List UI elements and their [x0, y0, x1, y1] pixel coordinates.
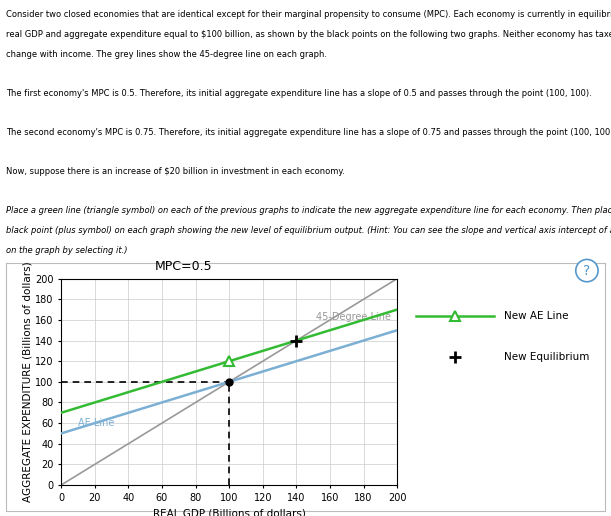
- Text: change with income. The grey lines show the 45-degree line on each graph.: change with income. The grey lines show …: [6, 50, 327, 58]
- Text: AE Line: AE Line: [78, 418, 114, 428]
- Y-axis label: AGGREGATE EXPENDITURE (Billions of dollars): AGGREGATE EXPENDITURE (Billions of dolla…: [22, 262, 32, 502]
- Text: The second economy's MPC is 0.75. Therefore, its initial aggregate expenditure l: The second economy's MPC is 0.75. Theref…: [6, 128, 611, 137]
- Text: Now, suppose there is an increase of $20 billion in investment in each economy.: Now, suppose there is an increase of $20…: [6, 167, 345, 176]
- Text: Consider two closed economies that are identical except for their marginal prope: Consider two closed economies that are i…: [6, 10, 611, 19]
- Text: MPC=0.5: MPC=0.5: [155, 260, 213, 273]
- Text: black point (plus symbol) on each graph showing the new level of equilibrium out: black point (plus symbol) on each graph …: [6, 226, 611, 235]
- Text: The first economy's MPC is 0.5. Therefore, its initial aggregate expenditure lin: The first economy's MPC is 0.5. Therefor…: [6, 89, 592, 98]
- Text: New Equilibrium: New Equilibrium: [504, 352, 590, 362]
- Text: real GDP and aggregate expenditure equal to $100 billion, as shown by the black : real GDP and aggregate expenditure equal…: [6, 30, 611, 39]
- Text: New AE Line: New AE Line: [504, 311, 569, 321]
- Text: 45-Degree Line: 45-Degree Line: [316, 312, 392, 322]
- X-axis label: REAL GDP (Billions of dollars): REAL GDP (Billions of dollars): [153, 508, 306, 516]
- Text: Place a green line (triangle symbol) on each of the previous graphs to indicate : Place a green line (triangle symbol) on …: [6, 206, 611, 215]
- Text: on the graph by selecting it.): on the graph by selecting it.): [6, 246, 128, 254]
- Text: ?: ?: [584, 264, 591, 278]
